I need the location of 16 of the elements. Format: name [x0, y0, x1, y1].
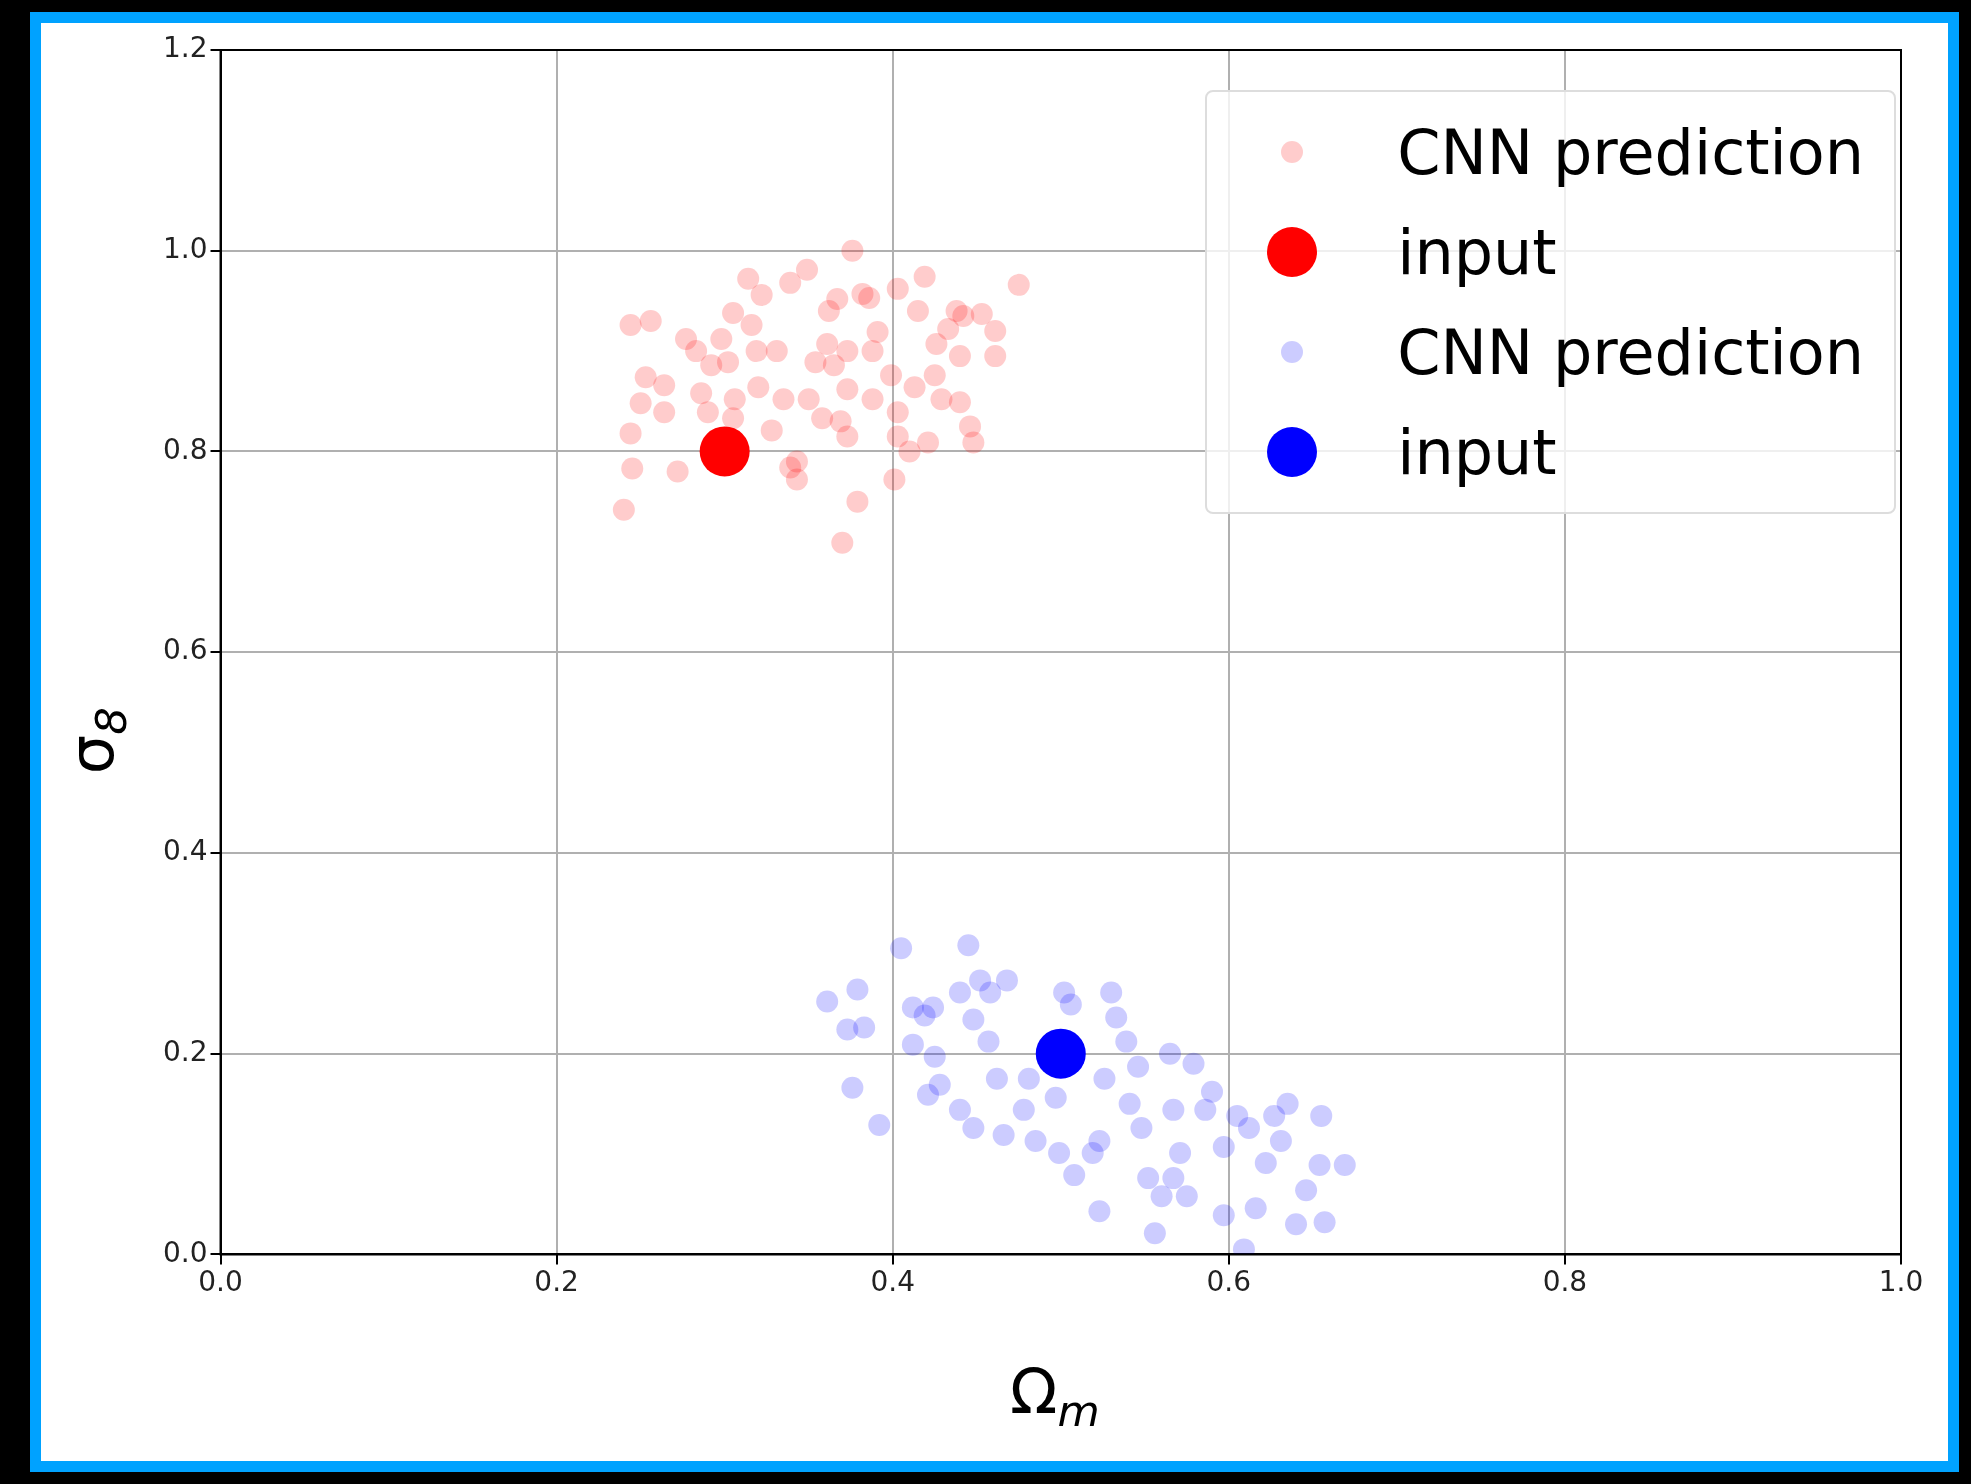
- x-tick-label: 0.2: [534, 1265, 579, 1299]
- y-tick-label: 0.6: [163, 633, 208, 667]
- y-tick-label: 0.8: [163, 432, 208, 466]
- y-tick-label: 1.0: [163, 232, 208, 266]
- x-tick-label: 1.0: [1878, 1265, 1924, 1299]
- x-tick-label: 0.8: [1542, 1265, 1588, 1299]
- legend-label: CNN prediction: [1397, 315, 1864, 389]
- x-tick-label: 0.6: [1206, 1265, 1252, 1299]
- y-tick-label: 0.4: [163, 834, 208, 868]
- x-axis-title: Ω$_{m}$: [1010, 1355, 1100, 1437]
- legend-label: input: [1397, 215, 1557, 289]
- y-tick-label: 0.2: [163, 1034, 208, 1068]
- y-tick-label: 1.2: [163, 31, 208, 65]
- legend-label: CNN prediction: [1397, 115, 1864, 189]
- x-tick-label: 0.4: [870, 1265, 915, 1299]
- legend-label: input: [1397, 415, 1557, 489]
